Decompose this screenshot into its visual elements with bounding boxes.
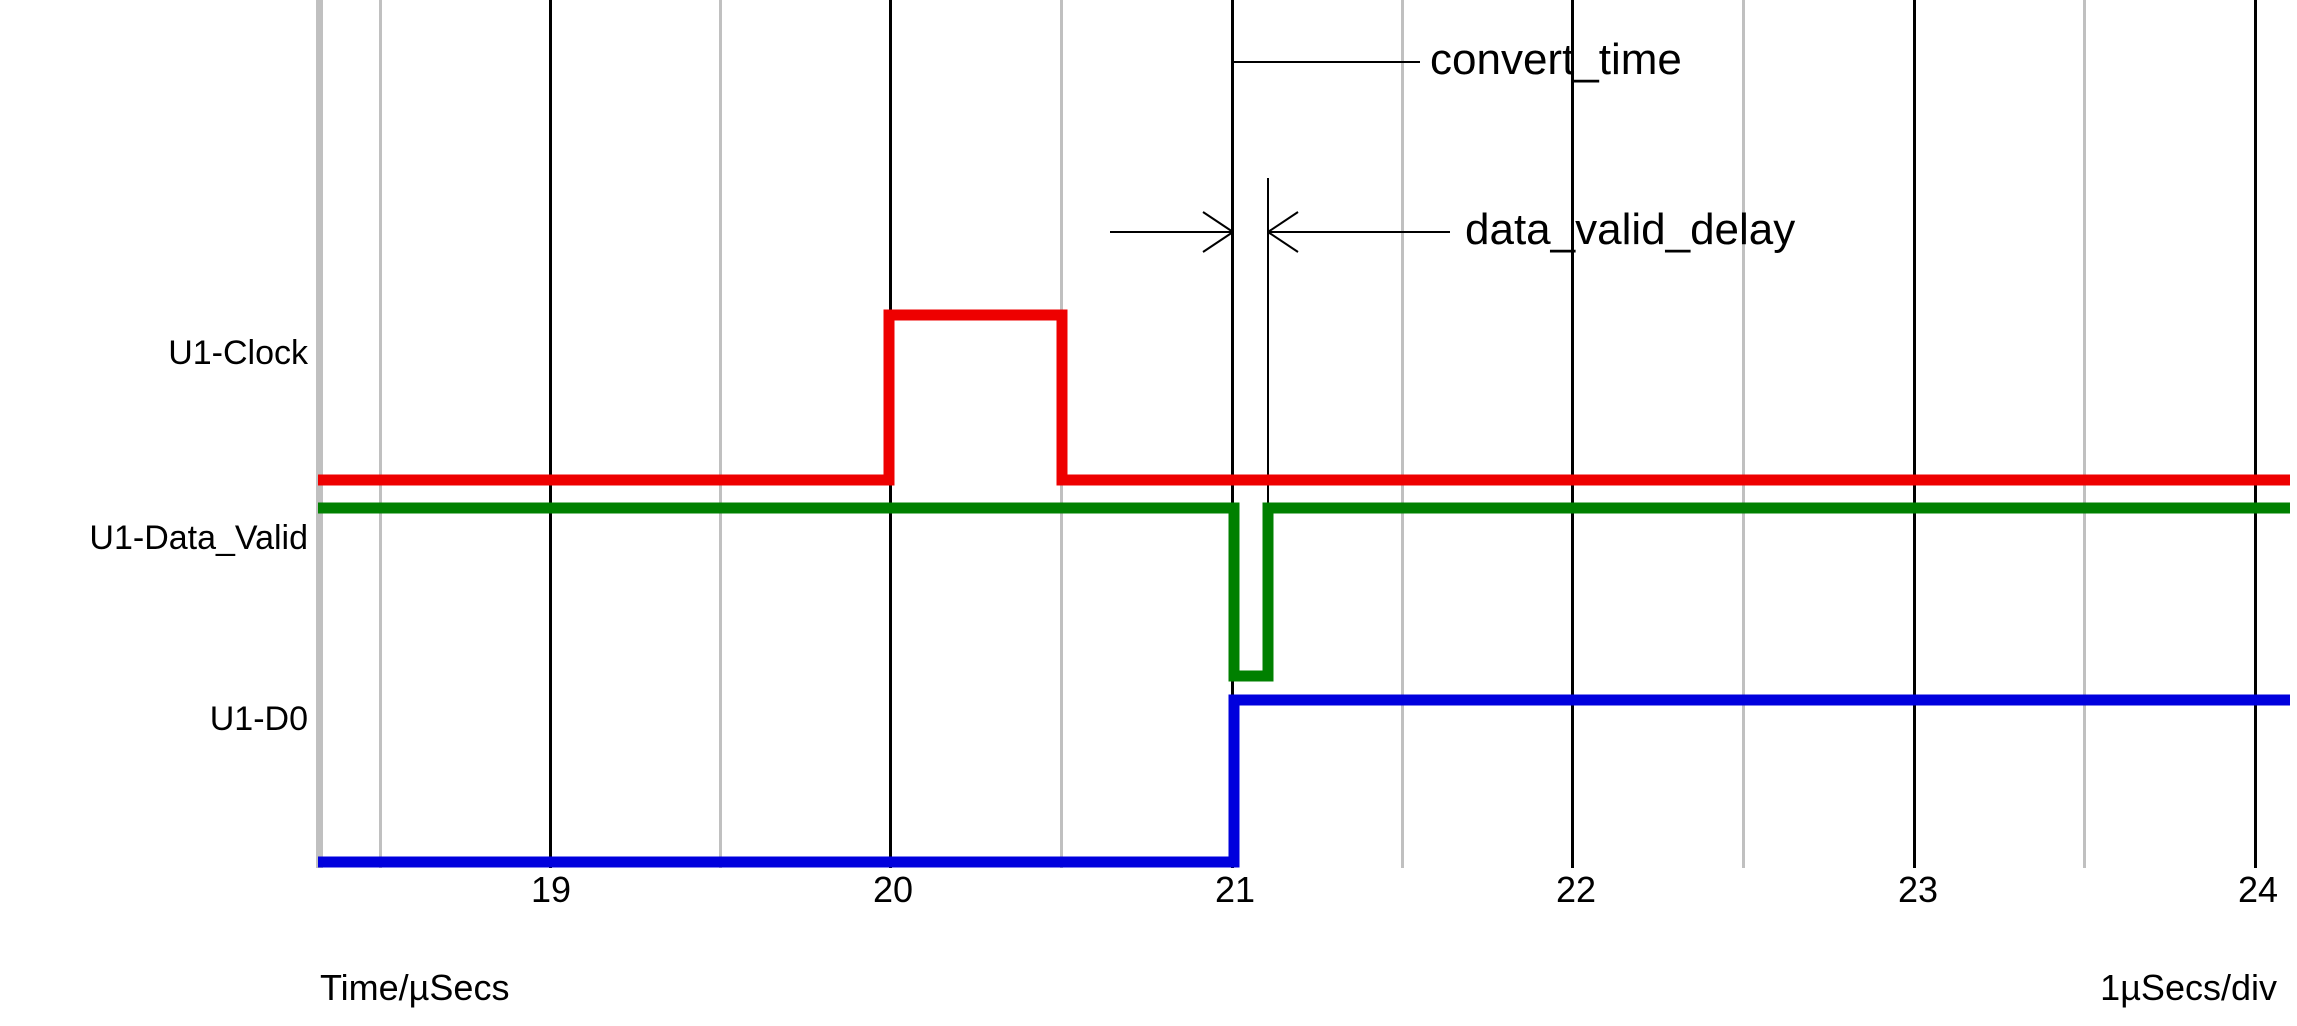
x-tick-label-21: 21 (1214, 869, 1256, 910)
gridline-minor-20p5 (1060, 0, 1063, 868)
gridline-minor-21p5 (1401, 0, 1404, 868)
data-valid-delay-left-arrowhead-lower (1202, 231, 1234, 253)
annotation-convert-time: convert_time (1430, 35, 1682, 84)
time-axis-caption: Time/µSecs (320, 967, 510, 1008)
gridline-major-22 (1571, 0, 1574, 868)
gridline-major-24 (2254, 0, 2257, 868)
data-valid-delay-left-arrowhead-upper (1202, 211, 1234, 233)
x-tick-label-19: 19 (530, 869, 572, 910)
gridline-minor-18p5 (379, 0, 382, 868)
gridline-major-19 (549, 0, 552, 868)
data-valid-delay-right-arrowhead-upper (1267, 211, 1299, 233)
x-tick-label-20: 20 (872, 869, 914, 910)
annotation-data-valid-delay: data_valid_delay (1465, 205, 1796, 254)
data-valid-delay-right-arrowhead-lower (1267, 231, 1299, 253)
cursor-line-21[interactable] (1231, 0, 1233, 680)
signal-label-u1-d0: U1-D0 (209, 700, 308, 738)
waveform-u1-data-valid (318, 502, 2290, 682)
waveform-u1-clock (318, 309, 2290, 486)
gridline-minor-22p5 (1742, 0, 1745, 868)
gridline-minor-23p5 (2083, 0, 2086, 868)
gridline-minor-19p5 (719, 0, 722, 868)
x-tick-label-22: 22 (1555, 869, 1597, 910)
gridline-major-23 (1913, 0, 1916, 868)
waveform-u1-d0 (318, 694, 2290, 868)
signal-label-u1-data-valid: U1-Data_Valid (89, 519, 308, 557)
cursor-line-20[interactable] (889, 0, 891, 560)
gridline-left-edge (316, 0, 323, 868)
cursor-line-21p1[interactable] (1267, 178, 1269, 676)
x-tick-label-24: 24 (2237, 869, 2279, 910)
signal-label-u1-clock: U1-Clock (168, 334, 308, 372)
x-tick-label-23: 23 (1897, 869, 1939, 910)
div-scale-caption: 1µSecs/div (2100, 967, 2277, 1008)
